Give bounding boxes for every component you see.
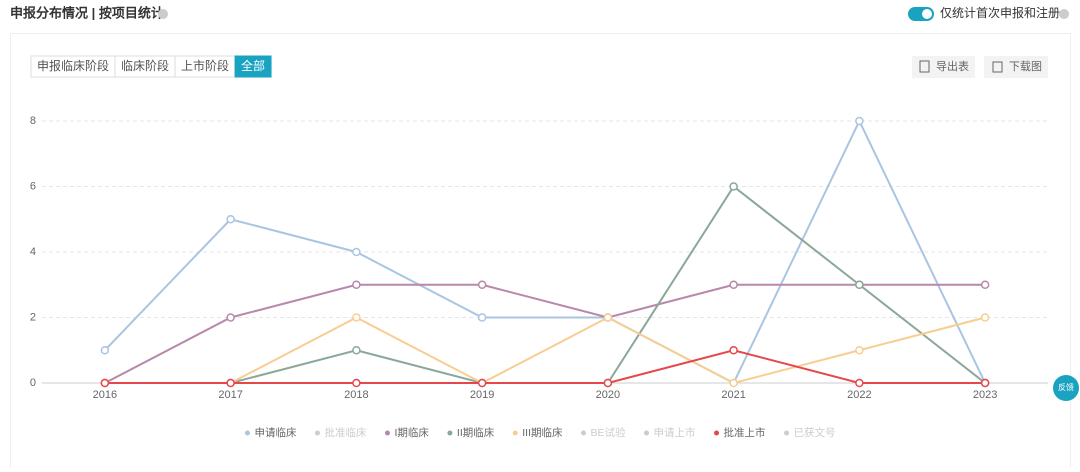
point bbox=[855, 116, 864, 126]
legend-dot bbox=[244, 430, 250, 436]
tab[interactable] bbox=[234, 55, 272, 78]
point bbox=[980, 280, 990, 289]
legend-dot bbox=[581, 430, 587, 436]
tab-label: 申报临床阶段 bbox=[37, 58, 109, 73]
point bbox=[226, 313, 235, 322]
point bbox=[855, 280, 864, 289]
legend-label[interactable]: 批准上市 bbox=[724, 426, 766, 439]
point bbox=[352, 247, 361, 257]
export-label: 导出表 bbox=[936, 59, 969, 73]
legend-label[interactable]: II期临床 bbox=[457, 426, 495, 439]
x-tick-label: 2019 bbox=[470, 389, 494, 401]
point bbox=[477, 280, 487, 289]
legend-label[interactable]: 申请上市 bbox=[654, 426, 696, 439]
legend-label[interactable]: 申请临床 bbox=[254, 426, 296, 439]
download-label: 下载图 bbox=[1009, 60, 1042, 73]
point bbox=[477, 378, 487, 388]
point bbox=[226, 215, 235, 224]
point bbox=[352, 313, 361, 322]
legend-dot bbox=[512, 430, 518, 436]
point bbox=[855, 378, 864, 388]
card bbox=[10, 33, 1071, 472]
legend-label[interactable]: I期临床 bbox=[394, 426, 429, 439]
help-icon[interactable] bbox=[1059, 9, 1069, 19]
point bbox=[729, 182, 738, 191]
series-line bbox=[104, 118, 987, 385]
tab-label: 临床阶段 bbox=[121, 58, 169, 73]
point bbox=[352, 280, 361, 289]
series-line bbox=[104, 349, 986, 384]
download-icon bbox=[992, 61, 1003, 73]
feedback-button[interactable] bbox=[1053, 375, 1079, 401]
feedback-label: 反馈 bbox=[1058, 382, 1074, 392]
point bbox=[352, 346, 361, 355]
point bbox=[980, 378, 990, 388]
legend-dot bbox=[447, 430, 453, 436]
export-icon bbox=[919, 60, 930, 73]
legend-label[interactable]: III期临床 bbox=[522, 426, 563, 439]
section-title: 申报分布情况 | 按项目统计 bbox=[10, 5, 164, 20]
point bbox=[603, 378, 613, 388]
point bbox=[729, 280, 738, 289]
y-tick-label: 8 bbox=[30, 115, 36, 127]
point bbox=[729, 346, 738, 355]
point bbox=[603, 313, 613, 322]
legend-label[interactable]: BE试验 bbox=[591, 426, 627, 439]
x-tick-label: 2018 bbox=[344, 389, 368, 401]
toggle-label: 仅统计首次申报和注册 bbox=[940, 5, 1060, 20]
point bbox=[855, 346, 864, 355]
point bbox=[980, 313, 990, 322]
y-tick-label: 4 bbox=[30, 246, 36, 258]
tab-label: 上市阶段 bbox=[181, 58, 229, 73]
series-line bbox=[104, 283, 986, 384]
toggle-knob bbox=[922, 9, 932, 19]
y-tick-label: 0 bbox=[30, 377, 36, 389]
y-tick-label: 6 bbox=[30, 180, 36, 192]
x-tick-label: 2022 bbox=[847, 389, 871, 401]
x-tick-label: 2021 bbox=[721, 389, 745, 401]
x-tick-label: 2017 bbox=[218, 389, 242, 401]
point bbox=[352, 378, 361, 388]
legend-dot bbox=[784, 430, 790, 436]
series-line bbox=[104, 316, 986, 385]
point bbox=[100, 378, 110, 388]
y-tick-label: 2 bbox=[30, 311, 36, 323]
legend-dot bbox=[314, 430, 320, 436]
legend: 申请临床 批准临床 I期临床 II期临床 III期临床 BE试验 申请上市 批准上市 已获文号 bbox=[244, 426, 836, 439]
help-icon[interactable] bbox=[158, 9, 168, 19]
point bbox=[226, 378, 235, 388]
legend-label[interactable]: 批准临床 bbox=[324, 426, 366, 439]
point bbox=[100, 346, 110, 355]
x-tick-label: 2016 bbox=[93, 389, 117, 401]
legend-dot bbox=[384, 430, 390, 436]
legend-dot bbox=[644, 430, 650, 436]
legend-dot bbox=[714, 430, 720, 436]
point bbox=[729, 378, 738, 388]
x-tick-label: 2023 bbox=[973, 389, 997, 401]
point bbox=[477, 313, 487, 322]
x-tick-label: 2020 bbox=[596, 389, 620, 401]
tab-label: 全部 bbox=[241, 58, 265, 73]
legend-label[interactable]: 已获文号 bbox=[794, 426, 836, 439]
